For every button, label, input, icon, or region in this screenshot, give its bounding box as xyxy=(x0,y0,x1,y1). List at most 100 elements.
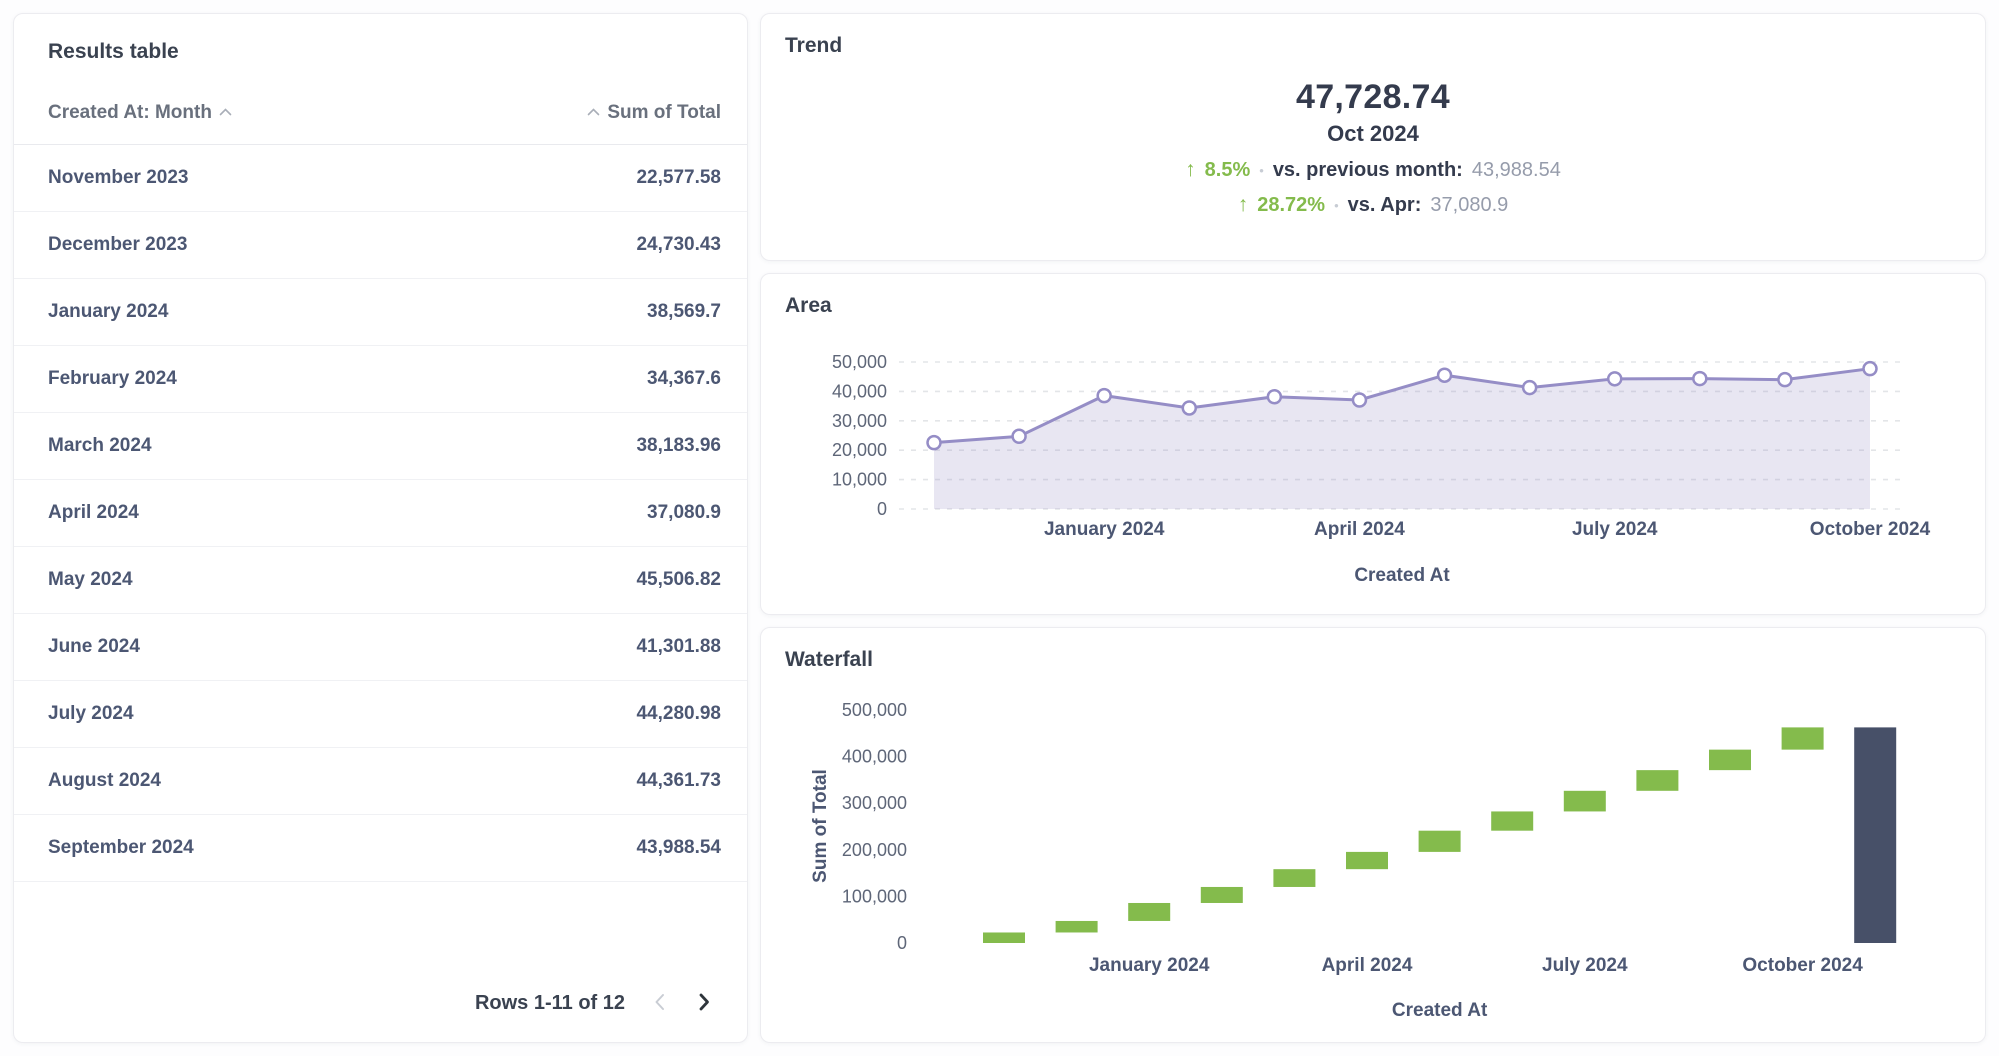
x-tick-label: January 2024 xyxy=(1089,955,1210,976)
total-cell: 38,183.96 xyxy=(417,412,747,480)
y-tick-label: 500,000 xyxy=(842,700,907,720)
y-tick-label: 30,000 xyxy=(832,411,887,431)
column-header-total-label: Sum of Total xyxy=(607,102,721,123)
area-fill xyxy=(934,368,1870,509)
total-cell: 44,280.98 xyxy=(417,680,747,748)
table-row[interactable]: August 2024 44,361.73 xyxy=(14,747,747,815)
total-cell: 43,988.54 xyxy=(417,814,747,882)
area-point[interactable] xyxy=(1351,392,1368,408)
table-header-row: Created At: Month Sum of Total xyxy=(14,76,747,145)
waterfall-bar[interactable] xyxy=(1128,902,1171,921)
area-point[interactable] xyxy=(1777,371,1793,388)
total-cell: 34,367.6 xyxy=(417,345,747,413)
trend-title: Trend xyxy=(785,34,843,57)
trend-comparison-value: 37,080.9 xyxy=(1430,193,1509,216)
area-point[interactable] xyxy=(1606,371,1623,387)
trend-card: Trend 47,728.74 Oct 2024 ↑ 8.5% • vs. pr… xyxy=(760,13,1986,261)
waterfall-chart: 0 100,000 200,000 300,000 400,000 500,000 Janu… xyxy=(810,700,1897,1021)
area-chart-card: Area 0 10,000 20,000 30,000 40,000 50,000 Janu… xyxy=(760,273,1986,615)
y-tick-label: 20,000 xyxy=(832,440,887,460)
results-table-title: Results table xyxy=(48,40,179,63)
waterfall-bar[interactable] xyxy=(1055,920,1098,933)
column-header-month[interactable]: Created At: Month xyxy=(14,76,418,145)
month-cell: April 2024 xyxy=(14,479,418,547)
x-tick-label: April 2024 xyxy=(1314,519,1405,540)
x-axis-label: Created At xyxy=(1354,565,1450,586)
area-point[interactable] xyxy=(926,434,942,451)
month-cell: July 2024 xyxy=(14,680,418,748)
y-axis-label: Sum of Total xyxy=(810,769,831,883)
table-row[interactable]: March 2024 38,183.96 xyxy=(14,412,747,480)
y-tick-label: 0 xyxy=(877,499,887,519)
trend-body: 47,728.74 Oct 2024 ↑ 8.5% • vs. previous… xyxy=(785,78,1961,217)
table-row[interactable]: May 2024 45,506.82 xyxy=(14,546,747,614)
month-cell: January 2024 xyxy=(14,278,418,346)
area-point[interactable] xyxy=(1862,360,1878,377)
area-point[interactable] xyxy=(1011,428,1027,445)
chevron-up-icon xyxy=(587,100,600,121)
chevron-left-icon xyxy=(653,991,666,1016)
table-row[interactable]: December 2023 24,730.43 xyxy=(14,211,747,279)
waterfall-bar[interactable] xyxy=(1273,869,1316,887)
trend-comparison-label: vs. Apr: xyxy=(1347,193,1422,216)
total-cell: 22,577.58 xyxy=(417,144,747,212)
arrow-up-icon: ↑ xyxy=(1185,158,1196,181)
x-axis-label: Created At xyxy=(1392,1000,1488,1021)
area-line xyxy=(933,367,1871,445)
total-cell: 45,506.82 xyxy=(417,546,747,614)
waterfall-bar[interactable] xyxy=(1636,770,1679,791)
x-tick-label: October 2024 xyxy=(1810,519,1931,540)
trend-value: 47,728.74 xyxy=(1296,78,1450,116)
table-row[interactable]: April 2024 37,080.9 xyxy=(14,479,747,547)
next-page-button[interactable] xyxy=(694,987,715,1020)
month-cell: February 2024 xyxy=(14,345,418,413)
total-cell: 37,080.9 xyxy=(417,479,747,547)
waterfall-bar[interactable] xyxy=(983,932,1025,943)
x-tick-label: January 2024 xyxy=(1044,519,1165,540)
waterfall-bar[interactable] xyxy=(1418,830,1461,852)
waterfall-chart-card: Waterfall 0 100,000 200,000 300,000 400,000 5… xyxy=(760,627,1986,1043)
table-row[interactable]: September 2024 43,988.54 xyxy=(14,814,747,882)
total-cell: 44,361.73 xyxy=(417,747,747,815)
table-row[interactable]: June 2024 41,301.88 xyxy=(14,613,747,681)
table-row[interactable]: February 2024 34,367.6 xyxy=(14,345,747,413)
waterfall-bar[interactable] xyxy=(1200,886,1243,903)
x-tick-label: July 2024 xyxy=(1572,519,1658,540)
waterfall-bar[interactable] xyxy=(1781,727,1824,750)
waterfall-total-bar[interactable] xyxy=(1854,727,1897,943)
waterfall-bar[interactable] xyxy=(1491,811,1534,831)
area-point[interactable] xyxy=(1436,367,1453,383)
x-tick-label: April 2024 xyxy=(1322,955,1413,976)
area-point[interactable] xyxy=(1181,400,1198,416)
table-row[interactable]: November 2023 22,577.58 xyxy=(14,144,747,212)
table-row[interactable]: July 2024 44,280.98 xyxy=(14,680,747,748)
results-table-rows: November 2023 22,577.58 December 2023 24,73… xyxy=(14,144,747,882)
area-point[interactable] xyxy=(1266,388,1283,405)
trend-comparison-value: 43,988.54 xyxy=(1471,158,1561,181)
month-cell: March 2024 xyxy=(14,412,418,480)
area-point[interactable] xyxy=(1096,387,1112,404)
previous-page-button[interactable] xyxy=(649,987,670,1020)
x-tick-label: October 2024 xyxy=(1742,955,1863,976)
waterfall-bar[interactable] xyxy=(1563,790,1606,812)
area-point[interactable] xyxy=(1521,379,1538,396)
waterfall-chart-title: Waterfall xyxy=(785,648,873,671)
y-tick-label: 300,000 xyxy=(842,793,907,813)
month-cell: November 2023 xyxy=(14,144,418,212)
chevron-up-icon xyxy=(219,100,232,121)
waterfall-bar[interactable] xyxy=(1346,851,1388,870)
area-point[interactable] xyxy=(1692,370,1708,387)
results-table-card: Results table Created At: Month Sum of T… xyxy=(13,13,748,1043)
total-cell: 24,730.43 xyxy=(417,211,747,279)
month-cell: August 2024 xyxy=(14,747,418,815)
waterfall-bar[interactable] xyxy=(1709,749,1751,771)
y-tick-label: 400,000 xyxy=(842,747,907,767)
month-cell: June 2024 xyxy=(14,613,418,681)
trend-comparison-april: ↑ 28.72% • vs. Apr: 37,080.9 xyxy=(1238,193,1509,217)
table-row[interactable]: January 2024 38,569.7 xyxy=(14,278,747,346)
y-tick-label: 200,000 xyxy=(842,840,907,860)
y-tick-label: 100,000 xyxy=(842,886,907,906)
y-tick-label: 0 xyxy=(897,933,907,953)
column-header-total[interactable]: Sum of Total xyxy=(417,76,747,145)
